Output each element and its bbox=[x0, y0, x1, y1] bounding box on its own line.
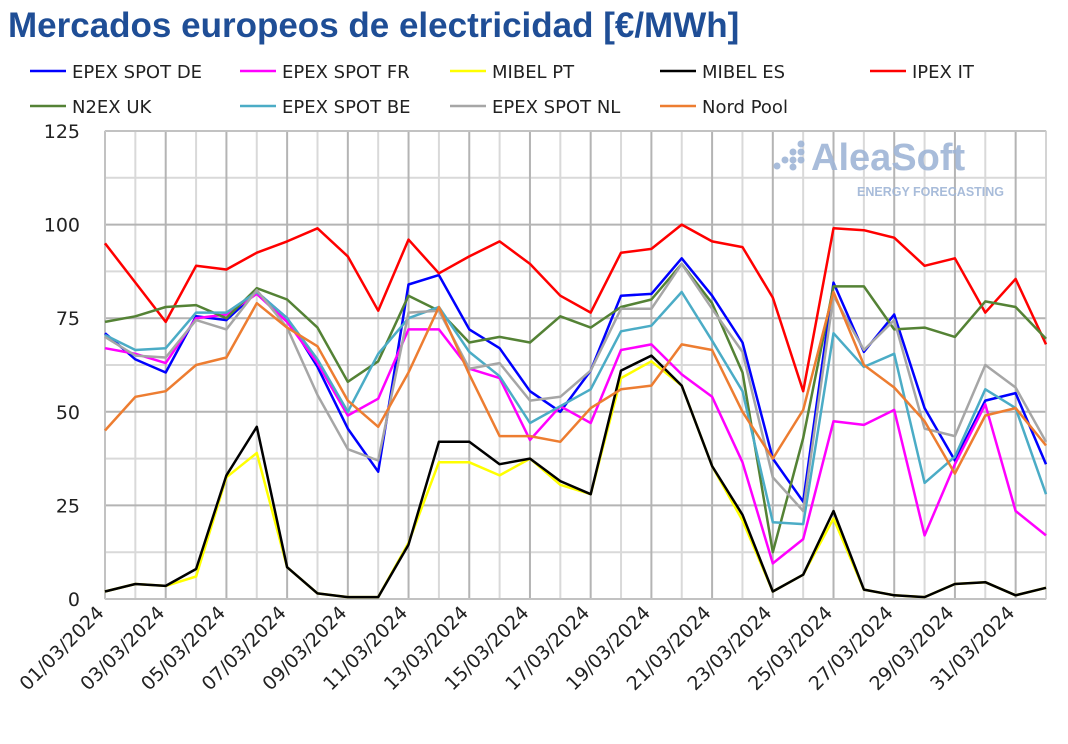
legend-label: Nord Pool bbox=[702, 97, 788, 118]
logo-dot bbox=[789, 148, 797, 156]
logo-dot bbox=[789, 156, 797, 164]
y-tick-label: 50 bbox=[56, 402, 80, 424]
legend-label: N2EX UK bbox=[72, 97, 153, 118]
logo-dot bbox=[797, 148, 805, 156]
series-line-epex-spot-de bbox=[104, 257, 1048, 503]
legend-label: EPEX SPOT NL bbox=[492, 97, 620, 118]
chart-title: Mercados europeos de electricidad [€/MWh… bbox=[8, 6, 740, 45]
legend-label: EPEX SPOT DE bbox=[72, 62, 202, 83]
y-tick-label: 25 bbox=[56, 495, 80, 517]
series-line-epex-spot-nl bbox=[104, 262, 1048, 513]
logo-name: AleaSoft bbox=[811, 137, 965, 179]
legend-label: IPEX IT bbox=[912, 62, 975, 83]
plot-border bbox=[104, 130, 1047, 600]
series-line-n2ex-uk bbox=[104, 262, 1047, 554]
logo-dot bbox=[797, 156, 805, 164]
legend-label: MIBEL PT bbox=[492, 62, 575, 83]
legend-label: EPEX SPOT FR bbox=[282, 62, 410, 83]
y-tick-label: 0 bbox=[68, 589, 80, 611]
series-line-nord-pool bbox=[104, 290, 1047, 475]
logo-dot bbox=[781, 156, 789, 164]
logo-dot bbox=[789, 163, 797, 171]
series-line-mibel-es bbox=[104, 354, 1047, 599]
series-line-ipex-it bbox=[104, 223, 1048, 393]
y-tick-label: 100 bbox=[44, 215, 80, 237]
y-tick-label: 125 bbox=[44, 121, 80, 143]
y-tick-label: 75 bbox=[56, 308, 80, 330]
aleasoft-logo: AleaSoft ENERGY FORECASTING bbox=[773, 137, 1004, 199]
logo-tagline: ENERGY FORECASTING bbox=[857, 185, 1004, 199]
legend-label: EPEX SPOT BE bbox=[282, 97, 411, 118]
logo-dot bbox=[797, 140, 805, 148]
legend-label: MIBEL ES bbox=[702, 62, 785, 83]
series-line-epex-spot-fr bbox=[104, 292, 1047, 565]
logo-dot bbox=[773, 162, 781, 170]
